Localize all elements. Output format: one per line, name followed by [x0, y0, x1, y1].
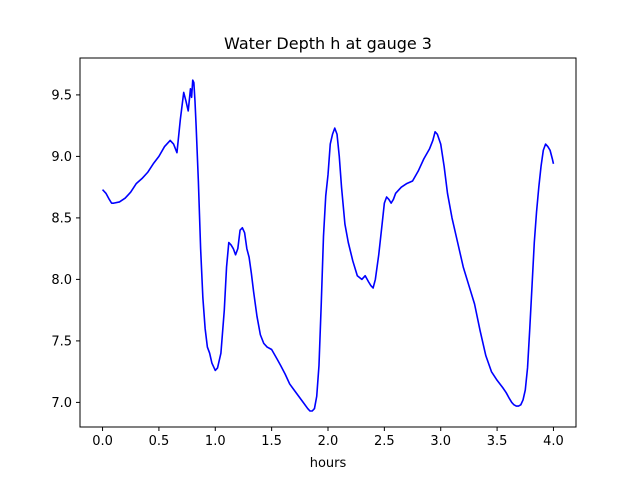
x-tick-label: 1.0: [205, 434, 226, 449]
x-axis-ticks: 0.0 0.5 1.0 1.5 2.0 2.5 3.0 3.5 4.0: [92, 427, 564, 449]
y-tick-label: 8.5: [51, 211, 72, 226]
x-axis-label: hours: [310, 456, 347, 471]
series-line-0: [101, 79, 555, 412]
y-tick-label: 9.5: [51, 88, 72, 103]
y-tick-label: 9.0: [51, 150, 72, 165]
plot-area: [80, 58, 576, 427]
x-tick-label: 4.0: [543, 434, 564, 449]
y-tick-label: 8.0: [51, 273, 72, 288]
x-tick-label: 0.5: [149, 434, 170, 449]
x-tick-label: 2.0: [318, 434, 339, 449]
y-tick-label: 7.0: [51, 396, 72, 411]
x-tick-label: 1.5: [261, 434, 282, 449]
x-tick-label: 0.0: [92, 434, 113, 449]
chart-title: Water Depth h at gauge 3: [224, 34, 432, 53]
y-axis-ticks: 7.0 7.5 8.0 8.5 9.0 9.5: [51, 88, 80, 411]
y-tick-label: 7.5: [51, 334, 72, 349]
x-tick-label: 2.5: [374, 434, 395, 449]
x-tick-label: 3.5: [487, 434, 508, 449]
x-tick-label: 3.0: [430, 434, 451, 449]
plot-frame: [79, 57, 577, 428]
series-layer: [101, 79, 555, 412]
